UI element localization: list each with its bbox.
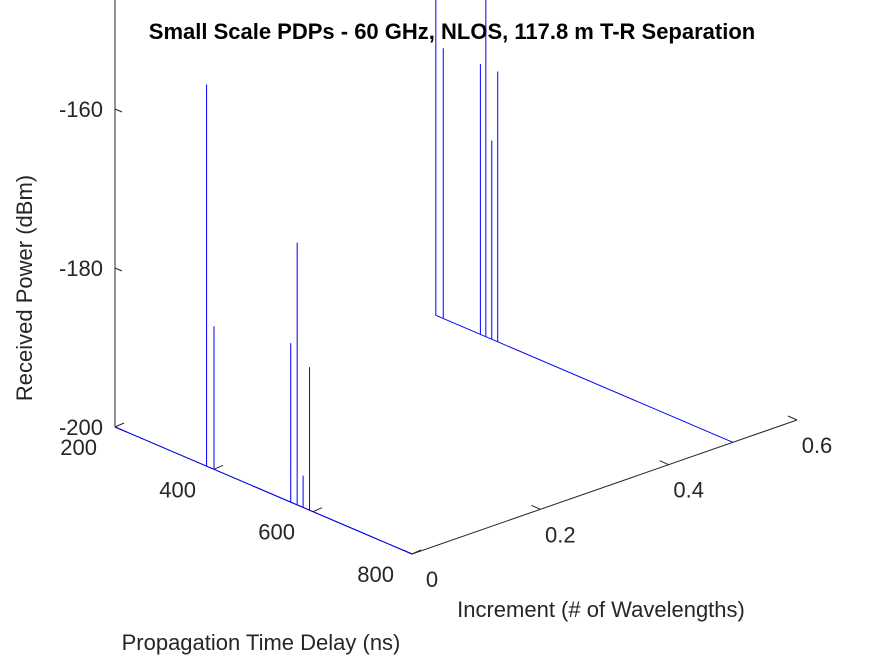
pdp-trace <box>435 0 734 443</box>
y-tick-label: 0 <box>426 567 438 592</box>
x-tick-label: 400 <box>159 477 196 502</box>
z-tick-mark <box>114 267 123 272</box>
z-tick-label: -160 <box>59 97 103 122</box>
z-tick-label: -200 <box>59 415 103 440</box>
y-tick-mark <box>787 415 798 421</box>
x-axis-label: Propagation Time Delay (ns) <box>122 630 401 655</box>
y-axis-label: Increment (# of Wavelengths) <box>457 597 745 622</box>
plot-area <box>114 0 734 555</box>
y-tick-mark <box>531 504 541 510</box>
axes: -200 -180 -160 200 400 600 800 0 0.2 0.4 0.6 <box>59 0 832 592</box>
z-tick-label: -180 <box>59 256 103 281</box>
x-tick-label: 600 <box>258 520 295 545</box>
x-tick-mark <box>114 422 125 428</box>
x-tick-label: 800 <box>357 562 394 587</box>
x-tick-label: 200 <box>60 435 97 460</box>
x-tick-mark <box>411 549 422 555</box>
y-tick-mark <box>659 460 669 466</box>
y-axis-line <box>411 419 798 555</box>
chart-title: Small Scale PDPs - 60 GHz, NLOS, 117.8 m… <box>149 19 755 44</box>
x-tick-mark <box>213 464 224 470</box>
pdp-baseline <box>114 426 413 555</box>
y-tick-label: 0.6 <box>802 433 833 458</box>
axis-labels: Propagation Time Delay (ns) Increment (#… <box>12 175 745 655</box>
pdp-trace <box>114 84 413 555</box>
z-axis-label: Received Power (dBm) <box>12 175 37 401</box>
y-tick-label: 0.2 <box>545 522 576 547</box>
x-tick-mark <box>312 507 323 513</box>
z-tick-mark <box>114 108 123 113</box>
y-tick-label: 0.4 <box>673 478 704 503</box>
